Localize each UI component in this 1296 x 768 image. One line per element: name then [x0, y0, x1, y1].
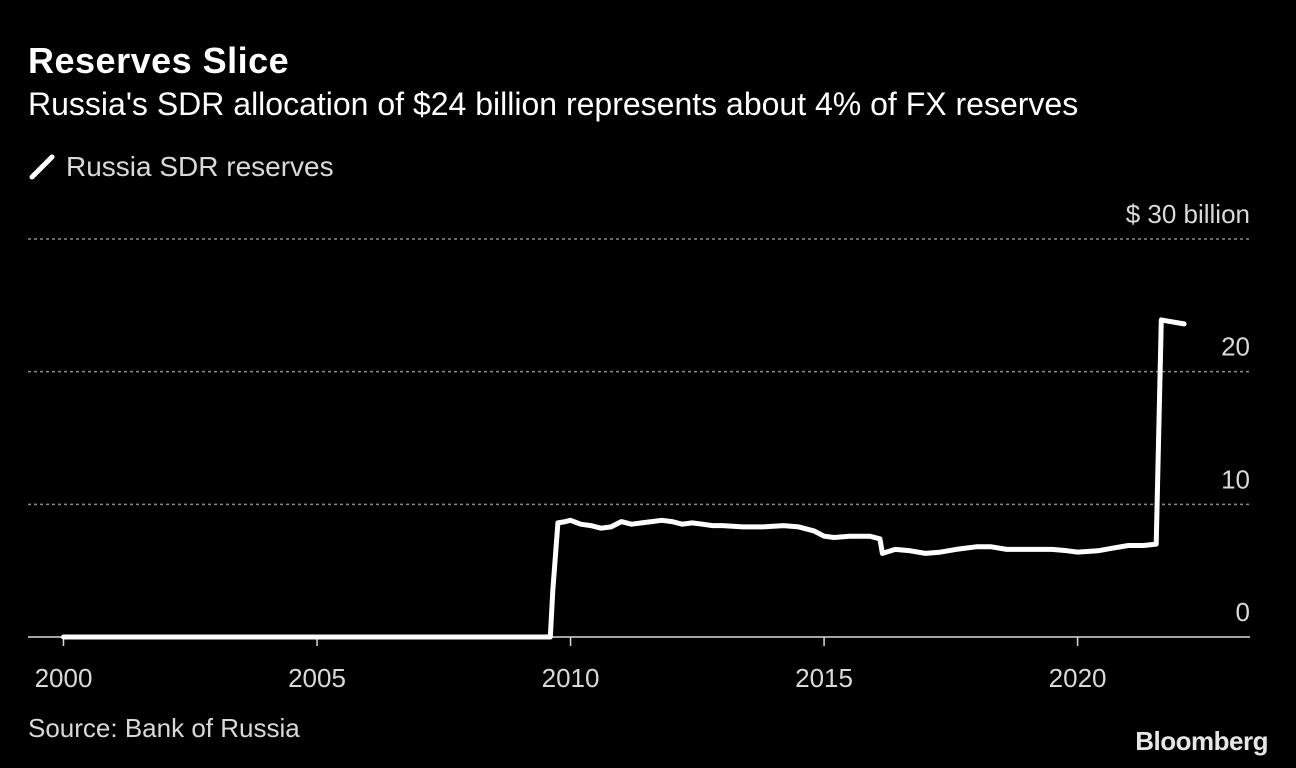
y-tick-label-3: $ 30 billion: [1126, 199, 1250, 229]
x-tick-label-4: 2020: [1049, 663, 1107, 693]
legend-label: Russia SDR reserves: [66, 151, 334, 182]
x-tick-label-2: 2010: [542, 663, 600, 693]
y-tick-label-0: 0: [1236, 597, 1250, 627]
x-tick-label-1: 2005: [288, 663, 346, 693]
y-tick-label-2: 20: [1221, 332, 1250, 362]
y-tick-label-1: 10: [1221, 464, 1250, 494]
source-note: Source: Bank of Russia: [28, 713, 300, 743]
series-line-0: [61, 317, 1187, 640]
legend: Russia SDR reserves: [28, 151, 334, 183]
legend-line-icon: [29, 154, 55, 180]
chart-title: Reserves Slice: [28, 40, 290, 81]
bloomberg-logo: Bloomberg: [1135, 726, 1268, 756]
x-tick-label-3: 2015: [795, 663, 853, 693]
chart-subtitle: Russia's SDR allocation of $24 billion r…: [28, 86, 1079, 122]
x-tick-label-0: 2000: [35, 663, 93, 693]
